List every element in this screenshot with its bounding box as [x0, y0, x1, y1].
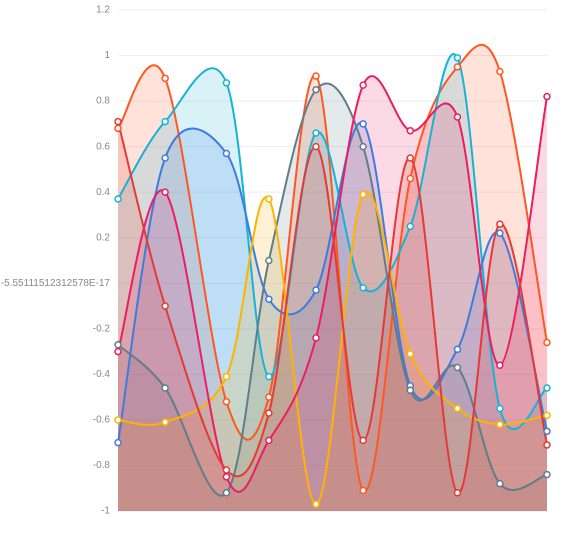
point-marker [496, 67, 504, 76]
y-tick-label: 1 [104, 50, 110, 61]
point-marker [496, 420, 504, 429]
point-marker [359, 190, 367, 199]
point-marker [496, 404, 504, 413]
point-marker [312, 72, 320, 80]
point-marker [543, 338, 551, 347]
point-marker [265, 372, 273, 381]
point-marker [265, 436, 273, 445]
point-marker [222, 79, 231, 87]
point-marker [453, 363, 462, 372]
y-tick-label: 0.8 [96, 96, 110, 107]
point-marker [543, 470, 551, 479]
series-area [118, 83, 547, 511]
point-marker [406, 222, 415, 231]
point-marker [359, 284, 367, 292]
point-marker [222, 372, 231, 381]
point-marker [265, 195, 273, 203]
point-marker [406, 350, 415, 358]
series-area [118, 76, 547, 511]
series-area [118, 121, 547, 511]
point-marker [312, 142, 320, 151]
point-marker [453, 113, 462, 121]
point-marker [265, 256, 273, 265]
point-marker [312, 286, 320, 294]
point-marker [406, 126, 415, 135]
point-marker [222, 466, 231, 474]
point-marker [114, 347, 122, 356]
point-marker [312, 85, 320, 94]
y-tick-label: 0.6 [96, 141, 110, 152]
point-marker [453, 489, 462, 497]
point-marker [453, 345, 462, 354]
y-tick-label: -1 [101, 506, 110, 517]
point-marker [359, 142, 367, 151]
point-marker [222, 473, 231, 481]
point-marker [496, 220, 504, 228]
point-marker [114, 117, 122, 126]
point-marker [496, 361, 504, 370]
series-line [117, 121, 548, 494]
point-marker [543, 441, 551, 449]
point-marker [312, 500, 320, 508]
point-marker [312, 129, 320, 137]
point-marker [161, 74, 169, 83]
point-marker [312, 334, 320, 342]
point-marker [543, 92, 551, 101]
point-marker [114, 416, 122, 424]
series-area [118, 122, 547, 511]
point-marker [222, 397, 231, 406]
point-marker [114, 438, 122, 447]
point-marker [359, 436, 367, 445]
point-marker [453, 63, 462, 71]
point-marker [161, 384, 169, 392]
point-marker [543, 411, 551, 420]
series-line [117, 43, 548, 492]
y-tick-label: -0.4 [93, 369, 111, 380]
point-marker [543, 384, 551, 392]
y-tick-label: -0.2 [93, 323, 111, 334]
point-marker [265, 295, 273, 303]
point-marker [161, 302, 169, 310]
y-tick-label: 1.2 [96, 5, 110, 16]
point-marker [161, 418, 169, 426]
point-marker [161, 188, 169, 196]
point-marker [406, 174, 415, 183]
point-marker [161, 154, 169, 162]
point-marker [114, 124, 122, 133]
point-marker [496, 229, 504, 237]
y-tick-label: 0.2 [96, 232, 110, 243]
point-marker [222, 149, 231, 158]
point-marker [265, 409, 273, 417]
point-marker [496, 479, 504, 488]
point-marker [359, 81, 367, 89]
point-marker [114, 341, 122, 349]
point-marker [406, 386, 415, 395]
y-tick-label: -0.6 [93, 415, 111, 426]
y-tick-label: -5.55111512312578E-17 [1, 278, 111, 289]
point-marker [161, 117, 169, 126]
point-marker [453, 54, 462, 62]
point-marker [406, 154, 415, 162]
point-marker [359, 486, 367, 495]
y-tick-label: -0.8 [93, 460, 111, 471]
point-marker [114, 195, 122, 203]
y-tick-label: 0.4 [96, 187, 110, 198]
point-marker [265, 393, 273, 401]
series-line [117, 75, 548, 493]
point-marker [453, 404, 462, 413]
markers [114, 54, 551, 508]
point-marker [222, 489, 231, 497]
point-marker [543, 427, 551, 436]
series-area [118, 191, 547, 511]
series-line [117, 82, 548, 497]
point-marker [359, 120, 367, 128]
